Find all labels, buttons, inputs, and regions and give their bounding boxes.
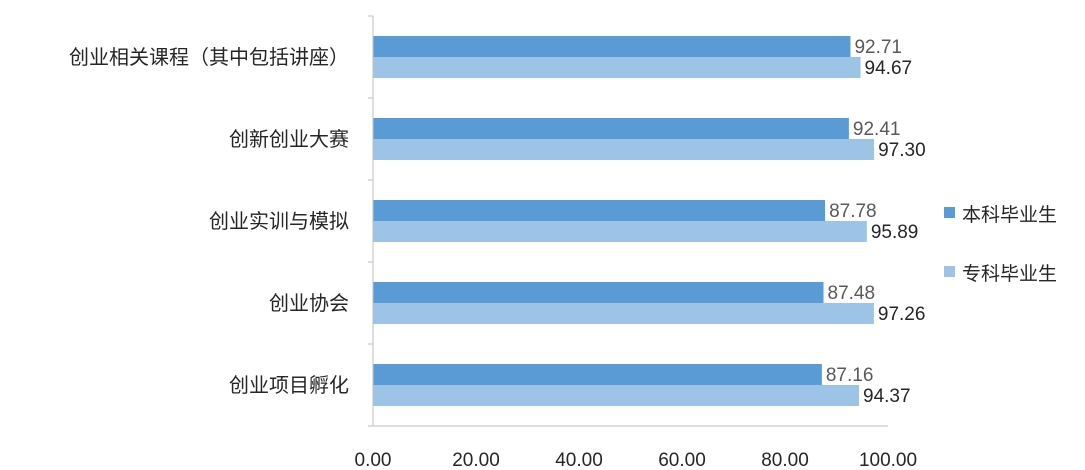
bar — [373, 118, 849, 139]
x-tick-label: 0.00 — [355, 450, 392, 470]
x-tick-label: 80.00 — [761, 450, 809, 470]
bar — [373, 364, 822, 385]
data-label: 94.37 — [863, 386, 911, 407]
data-label: 87.48 — [828, 283, 876, 304]
axes-layer — [368, 15, 888, 427]
data-label: 92.41 — [853, 119, 901, 140]
bar — [373, 36, 851, 57]
bar — [373, 303, 874, 324]
legend-swatch — [944, 207, 955, 218]
legend-label: 本科毕业生 — [962, 204, 1057, 226]
x-tick-label: 20.00 — [452, 450, 500, 470]
data-label: 92.71 — [854, 37, 902, 58]
legend-swatch — [944, 266, 955, 277]
bar — [373, 57, 861, 78]
category-label: 创业项目孵化 — [229, 373, 349, 397]
data-label: 95.89 — [871, 222, 919, 243]
x-tick-label: 40.00 — [555, 450, 603, 470]
bar — [373, 139, 875, 160]
data-label: 94.67 — [865, 58, 913, 79]
data-label: 97.30 — [878, 140, 926, 161]
bar — [373, 385, 860, 406]
bars-layer — [373, 36, 875, 406]
bar — [373, 200, 826, 221]
legend-label: 专科毕业生 — [962, 263, 1057, 285]
bar — [373, 282, 824, 303]
x-tick-label: 100.00 — [859, 450, 917, 470]
category-label: 创业相关课程（其中包括讲座） — [69, 45, 349, 69]
data-label: 87.16 — [826, 365, 874, 386]
category-label: 创业实训与模拟 — [209, 209, 349, 233]
bar — [373, 221, 867, 242]
x-tick-label: 60.00 — [658, 450, 706, 470]
category-label: 创业协会 — [269, 291, 349, 315]
category-label: 创新创业大赛 — [229, 127, 349, 151]
data-label: 87.78 — [829, 201, 877, 222]
data-label: 97.26 — [878, 304, 926, 325]
x-tick-labels: 0.00 20.00 40.00 60.00 80.00 100.00 — [355, 450, 918, 470]
